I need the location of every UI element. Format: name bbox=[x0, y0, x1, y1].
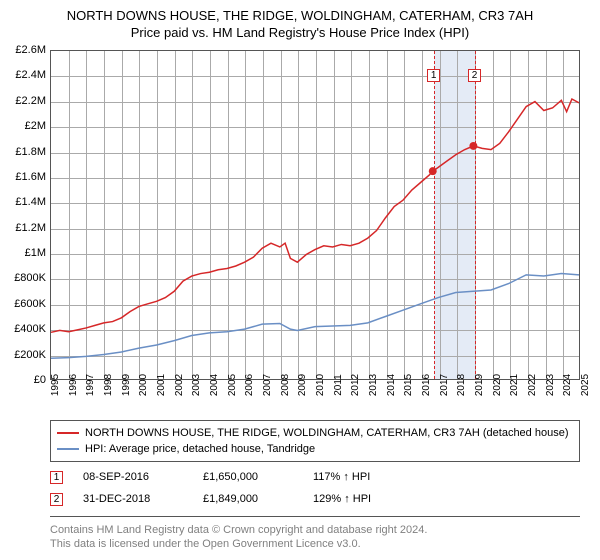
x-tick-label: 2019 bbox=[474, 374, 485, 396]
y-tick-label: £2.2M bbox=[15, 95, 46, 107]
y-tick-label: £2.4M bbox=[15, 69, 46, 81]
x-tick-label: 1998 bbox=[103, 374, 114, 396]
chart-title: NORTH DOWNS HOUSE, THE RIDGE, WOLDINGHAM… bbox=[0, 0, 600, 42]
x-tick-label: 2015 bbox=[403, 374, 414, 396]
y-tick-label: £400K bbox=[14, 323, 46, 335]
callout-table: 1 08-SEP-2016 £1,650,000 117% ↑ HPI 2 31-DEC-… bbox=[50, 466, 580, 510]
callout-date: 08-SEP-2016 bbox=[83, 471, 183, 483]
y-tick-label: £800K bbox=[14, 272, 46, 284]
y-tick-label: £1.2M bbox=[15, 222, 46, 234]
legend-row: HPI: Average price, detached house, Tand… bbox=[57, 441, 573, 457]
chart-callout-box: 2 bbox=[468, 69, 481, 82]
y-tick-label: £1.8M bbox=[15, 146, 46, 158]
x-tick-label: 1995 bbox=[50, 374, 61, 396]
y-tick-label: £1.6M bbox=[15, 171, 46, 183]
x-tick-label: 2008 bbox=[280, 374, 291, 396]
x-tick-label: 2014 bbox=[386, 374, 397, 396]
legend-label: NORTH DOWNS HOUSE, THE RIDGE, WOLDINGHAM… bbox=[85, 427, 568, 439]
chart-callout-box: 1 bbox=[427, 69, 440, 82]
series-line-property bbox=[51, 99, 579, 332]
footer-line-2: This data is licensed under the Open Gov… bbox=[50, 537, 580, 551]
chart-svg bbox=[51, 51, 579, 380]
callout-date: 31-DEC-2018 bbox=[83, 493, 183, 505]
x-tick-label: 1997 bbox=[85, 374, 96, 396]
x-tick-label: 2022 bbox=[527, 374, 538, 396]
x-tick-label: 2007 bbox=[262, 374, 273, 396]
x-tick-label: 2024 bbox=[562, 374, 573, 396]
figure-container: NORTH DOWNS HOUSE, THE RIDGE, WOLDINGHAM… bbox=[0, 0, 600, 560]
y-tick-label: £200K bbox=[14, 349, 46, 361]
x-tick-label: 2020 bbox=[492, 374, 503, 396]
x-tick-label: 2000 bbox=[138, 374, 149, 396]
x-tick-label: 1999 bbox=[121, 374, 132, 396]
x-tick-label: 2006 bbox=[244, 374, 255, 396]
x-tick-label: 2002 bbox=[174, 374, 185, 396]
x-tick-label: 2017 bbox=[439, 374, 450, 396]
x-tick-label: 2021 bbox=[509, 374, 520, 396]
callout-row: 1 08-SEP-2016 £1,650,000 117% ↑ HPI bbox=[50, 466, 580, 488]
callout-row: 2 31-DEC-2018 £1,849,000 129% ↑ HPI bbox=[50, 488, 580, 510]
callout-index-box: 2 bbox=[50, 493, 63, 506]
footer-text: Contains HM Land Registry data © Crown c… bbox=[50, 516, 580, 552]
title-line-1: NORTH DOWNS HOUSE, THE RIDGE, WOLDINGHAM… bbox=[0, 8, 600, 25]
y-tick-label: £2.6M bbox=[15, 44, 46, 56]
y-tick-label: £0 bbox=[34, 374, 46, 386]
x-tick-label: 2005 bbox=[227, 374, 238, 396]
y-axis: £0£200K£400K£600K£800K£1M£1.2M£1.4M£1.6M… bbox=[0, 50, 50, 380]
y-tick-label: £2M bbox=[25, 120, 46, 132]
x-tick-label: 2012 bbox=[350, 374, 361, 396]
series-line-hpi bbox=[51, 274, 579, 359]
x-tick-label: 2004 bbox=[209, 374, 220, 396]
footer-line-1: Contains HM Land Registry data © Crown c… bbox=[50, 523, 580, 537]
legend-row: NORTH DOWNS HOUSE, THE RIDGE, WOLDINGHAM… bbox=[57, 425, 573, 441]
title-line-2: Price paid vs. HM Land Registry's House … bbox=[0, 25, 600, 42]
x-tick-label: 2016 bbox=[421, 374, 432, 396]
x-tick-label: 1996 bbox=[68, 374, 79, 396]
x-tick-label: 2001 bbox=[156, 374, 167, 396]
x-tick-label: 2025 bbox=[580, 374, 591, 396]
callout-price: £1,849,000 bbox=[203, 493, 293, 505]
legend-swatch bbox=[57, 432, 79, 434]
marker-dot bbox=[469, 142, 477, 150]
x-tick-label: 2011 bbox=[333, 374, 344, 396]
x-tick-label: 2003 bbox=[191, 374, 202, 396]
y-tick-label: £1.4M bbox=[15, 196, 46, 208]
legend-label: HPI: Average price, detached house, Tand… bbox=[85, 443, 315, 455]
legend-swatch bbox=[57, 448, 79, 450]
callout-index-box: 1 bbox=[50, 471, 63, 484]
y-tick-label: £600K bbox=[14, 298, 46, 310]
x-tick-label: 2010 bbox=[315, 374, 326, 396]
callout-price: £1,650,000 bbox=[203, 471, 293, 483]
x-tick-label: 2009 bbox=[297, 374, 308, 396]
y-tick-label: £1M bbox=[25, 247, 46, 259]
x-tick-label: 2018 bbox=[456, 374, 467, 396]
x-tick-label: 2013 bbox=[368, 374, 379, 396]
chart-plot-area: 12 bbox=[50, 50, 580, 380]
legend-box: NORTH DOWNS HOUSE, THE RIDGE, WOLDINGHAM… bbox=[50, 420, 580, 462]
callout-pct: 117% ↑ HPI bbox=[313, 471, 413, 483]
callout-pct: 129% ↑ HPI bbox=[313, 493, 413, 505]
x-tick-label: 2023 bbox=[545, 374, 556, 396]
marker-dot bbox=[429, 167, 437, 175]
